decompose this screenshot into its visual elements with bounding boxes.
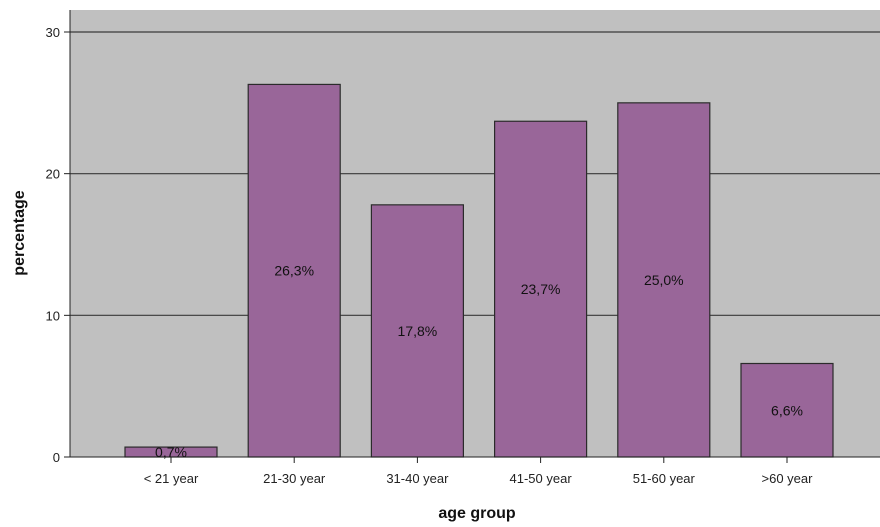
bar [617,102,711,458]
y-tick-label: 30 [46,25,60,40]
x-axis-title: age group [438,505,516,522]
bar [370,204,464,458]
data-label: 17,8% [398,323,438,339]
x-tick-label: 51-60 year [633,471,696,486]
x-tick-label: 41-50 year [510,471,573,486]
x-tick-label: >60 year [762,471,814,486]
data-labels: 0,7% 26,3% 17,8% 23,7% 25,0% 6,6% [155,263,803,460]
bar [247,83,341,458]
gridlines [70,31,880,316]
data-label: 6,6% [771,402,803,418]
y-tick-label: 20 [46,167,60,182]
data-label: 26,3% [274,263,314,279]
bar [494,120,588,458]
x-tick-labels: < 21 year 21-30 year 31-40 year 41-50 year 5… [144,471,813,486]
y-tick-labels: 0 10 20 30 [46,25,60,465]
x-tick-label: 21-30 year [263,471,326,486]
axes [64,10,880,463]
data-label: 23,7% [521,281,561,297]
bar [740,362,834,458]
bars [124,83,834,458]
y-axis-title: percentage [11,190,28,275]
data-label: 0,7% [155,444,187,460]
data-label: 25,0% [644,272,684,288]
y-tick-label: 10 [46,308,60,323]
x-tick-label: 31-40 year [386,471,449,486]
y-tick-label: 0 [53,450,60,465]
x-tick-label: < 21 year [144,471,199,486]
